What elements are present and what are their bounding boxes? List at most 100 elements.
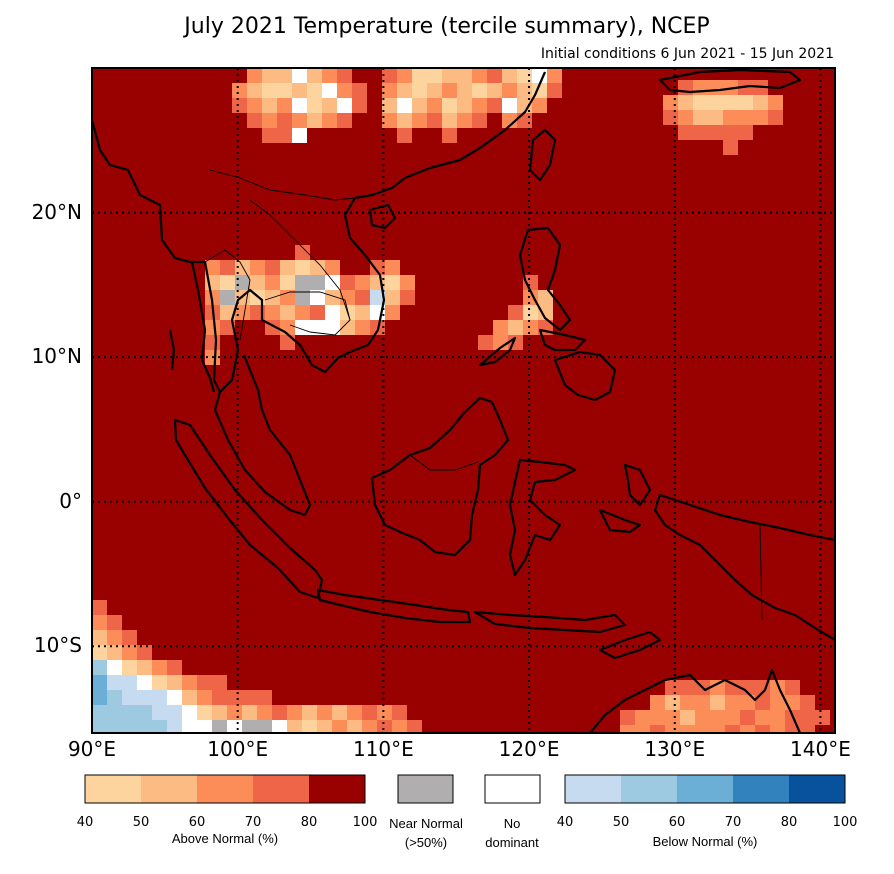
- grid-cell: [107, 645, 122, 660]
- grid-cell: [370, 290, 385, 305]
- grid-cell: [310, 320, 325, 335]
- near-normal-caption: Near Normal (>50%): [370, 814, 482, 852]
- grid-cell: [770, 695, 785, 710]
- grid-cell: [307, 98, 322, 113]
- colorbar-segment: [141, 775, 197, 803]
- grid-cell: [107, 690, 122, 705]
- colorbar-tick: 70: [724, 815, 742, 830]
- grid-cell: [92, 705, 107, 720]
- grid-cell: [277, 98, 292, 113]
- grid-cell: [352, 98, 367, 113]
- grid-cell: [232, 98, 247, 113]
- grid-cell: [680, 725, 695, 733]
- grid-cell: [347, 720, 362, 733]
- grid-cell: [800, 710, 815, 725]
- grid-cell: [355, 305, 370, 320]
- grid-cell: [523, 275, 538, 290]
- grid-cell: [212, 690, 227, 705]
- grid-cell: [247, 98, 262, 113]
- grid-cell: [710, 725, 725, 733]
- grid-cell: [337, 98, 352, 113]
- grid-cell: [442, 113, 457, 128]
- grid-cell: [310, 260, 325, 275]
- above-normal-colorbar: [84, 774, 366, 804]
- grid-cell: [287, 705, 302, 720]
- grid-cell: [362, 720, 377, 733]
- grid-cell: [457, 68, 472, 83]
- grid-cell: [122, 690, 137, 705]
- grid-cell: [295, 305, 310, 320]
- grid-cell: [227, 705, 242, 720]
- grid-cell: [377, 705, 392, 720]
- grid-cell: [635, 725, 650, 733]
- grid-cell: [317, 705, 332, 720]
- grid-cell: [523, 290, 538, 305]
- grid-cell: [663, 95, 678, 110]
- coastline-sulawesi: [508, 458, 577, 577]
- grid-cell: [412, 68, 427, 83]
- colorbar-segment: [197, 775, 253, 803]
- below-normal-caption: Below Normal (%): [652, 834, 758, 849]
- grid-cell: [295, 260, 310, 275]
- colorbar-segment: [621, 775, 677, 803]
- grid-cell: [152, 705, 167, 720]
- grid-cell: [442, 83, 457, 98]
- grid-cell: [205, 335, 220, 350]
- grid-cell: [385, 305, 400, 320]
- coastline-lesser-sunda: [473, 610, 627, 634]
- near-normal-caption-line2: (>50%): [404, 835, 448, 850]
- grid-cell: [92, 615, 107, 630]
- grid-cell: [740, 695, 755, 710]
- grid-cell: [355, 290, 370, 305]
- coastline-mindanao: [553, 350, 617, 402]
- coastline-timor: [598, 630, 662, 660]
- grid-cell: [815, 710, 830, 725]
- grid-cell: [472, 98, 487, 113]
- grid-cell: [92, 720, 107, 733]
- grid-cell: [517, 68, 532, 83]
- grid-cell: [107, 660, 122, 675]
- coastline-visayas: [538, 328, 587, 352]
- colorbar-segment: [309, 775, 365, 803]
- grid-cell: [665, 725, 680, 733]
- grid-cell: [220, 275, 235, 290]
- grid-cell: [738, 110, 753, 125]
- grid-cell: [412, 83, 427, 98]
- grid-cell: [295, 320, 310, 335]
- grid-cell: [725, 710, 740, 725]
- colorbar-segment: [733, 775, 789, 803]
- grid-cell: [407, 720, 422, 733]
- grid-cell: [740, 710, 755, 725]
- grid-cell: [92, 645, 107, 660]
- grid-cell: [247, 68, 262, 83]
- grid-cell: [325, 290, 340, 305]
- grid-cell: [280, 335, 295, 350]
- grid-cell: [620, 725, 635, 733]
- grid-cell: [457, 83, 472, 98]
- grid-cell: [708, 95, 723, 110]
- grid-cell: [152, 720, 167, 733]
- coastline-palawan: [478, 336, 517, 367]
- grid-cell: [355, 320, 370, 335]
- grid-cell: [400, 275, 415, 290]
- grid-cell: [292, 128, 307, 143]
- lat-label: 0°: [59, 488, 82, 513]
- grid-cell: [325, 275, 340, 290]
- grid-cell: [137, 690, 152, 705]
- grid-cell: [242, 720, 257, 733]
- grid-cell: [265, 305, 280, 320]
- colorbar-tick: 100: [832, 815, 858, 830]
- grid-cell: [280, 260, 295, 275]
- grid-cell: [695, 695, 710, 710]
- lon-label: 110°E: [352, 737, 414, 761]
- grid-cell: [242, 705, 257, 720]
- grid-cell: [650, 695, 665, 710]
- grid-cell: [502, 83, 517, 98]
- grid-cell: [152, 675, 167, 690]
- grid-cell: [247, 113, 262, 128]
- grid-cell: [277, 83, 292, 98]
- lon-label: 120°E: [498, 737, 560, 761]
- grid-cell: [325, 320, 340, 335]
- grid-cell: [307, 68, 322, 83]
- grid-cell: [665, 680, 680, 695]
